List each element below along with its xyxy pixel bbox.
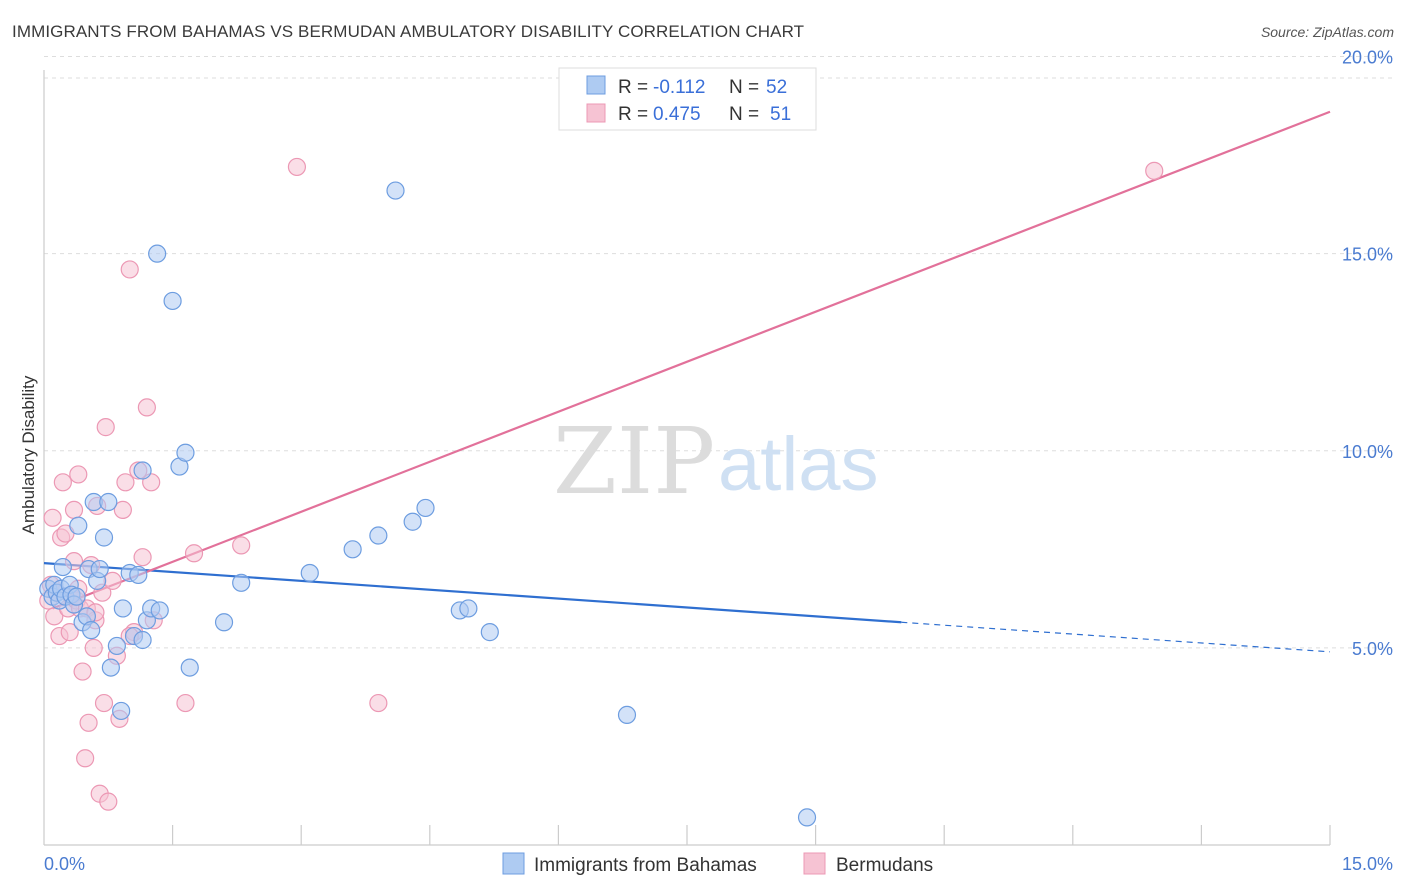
data-point-bahamas — [112, 701, 131, 721]
data-point-bahamas — [129, 565, 148, 585]
trend-line-bahamas-extension — [901, 621, 1331, 653]
trend-line-bermudans — [52, 110, 1331, 610]
data-point-bermudans — [60, 623, 79, 642]
data-point-bermudans — [84, 638, 103, 657]
x-tick-label-right: 15.0% — [1342, 854, 1393, 874]
y-tick-labels: 5.0% 10.0% 15.0% 20.0% — [1342, 48, 1393, 659]
y-tick-label: 15.0% — [1342, 245, 1393, 265]
legend-swatch-pink — [586, 103, 606, 123]
legend-n-label-1: N = — [729, 77, 759, 98]
data-point-bahamas — [300, 563, 319, 583]
legend-r-label-2: R = — [618, 104, 648, 125]
legend-r-label-1: R = — [618, 77, 648, 98]
data-point-bermudans — [369, 693, 388, 713]
trend-lines — [43, 110, 1331, 653]
legend-n-label-2: N = — [729, 104, 759, 125]
watermark: ZIP atlas — [553, 408, 879, 515]
grid-lines — [44, 56, 1393, 649]
legend-n-value-1: 52 — [766, 77, 787, 98]
data-point-bahamas — [386, 181, 405, 200]
y-tick-label: 20.0% — [1342, 48, 1393, 68]
series-legend-label-blue: Immigrants from Bahamas — [534, 855, 757, 876]
data-point-bahamas — [180, 658, 199, 677]
data-point-bermudans — [133, 548, 152, 567]
data-point-bahamas — [617, 705, 637, 725]
stats-legend: R = -0.112 N = 52 R = 0.475 N = 51 — [558, 67, 817, 131]
data-point-bahamas — [133, 630, 152, 650]
data-point-bermudans — [69, 465, 88, 484]
legend-r-value-1: -0.112 — [653, 77, 705, 98]
data-point-bahamas — [69, 516, 88, 535]
data-point-bahamas — [82, 621, 101, 640]
data-point-bahamas — [403, 512, 422, 531]
watermark-atlas: atlas — [718, 422, 879, 507]
legend-swatch-blue — [586, 75, 606, 95]
data-point-bahamas — [67, 587, 86, 606]
data-point-bermudans — [73, 662, 92, 681]
data-point-bermudans — [1145, 161, 1164, 180]
data-point-bermudans — [79, 713, 98, 732]
x-tick-label-left: 0.0% — [44, 854, 85, 874]
data-point-bahamas — [369, 526, 388, 545]
series-legend-swatch-blue — [502, 852, 525, 875]
series-legend-label-pink: Bermudans — [836, 855, 933, 876]
data-point-bermudans — [76, 749, 95, 768]
data-point-bahamas — [94, 528, 114, 547]
data-point-bahamas — [163, 291, 182, 311]
data-point-bahamas — [133, 461, 152, 480]
watermark-zip: ZIP — [553, 408, 715, 515]
data-point-bahamas — [416, 498, 435, 518]
data-point-bermudans — [113, 500, 132, 520]
source-label: Source: ZipAtlas.com — [1260, 24, 1394, 40]
data-point-bermudans — [116, 473, 135, 492]
data-point-bermudans — [120, 260, 139, 279]
data-point-bahamas — [480, 623, 499, 642]
data-point-bermudans — [43, 508, 62, 527]
data-point-bermudans — [137, 398, 156, 417]
chart-title: IMMIGRANTS FROM BAHAMAS VS BERMUDAN AMBU… — [12, 22, 805, 41]
data-point-bermudans — [53, 473, 72, 492]
data-point-bahamas — [107, 636, 126, 656]
y-tick-label: 5.0% — [1352, 639, 1393, 659]
legend-n-value-2: 51 — [770, 104, 791, 125]
y-axis-label: Ambulatory Disability — [19, 375, 38, 534]
data-point-bermudans — [96, 418, 115, 437]
data-point-bahamas — [176, 443, 195, 462]
data-point-bahamas — [797, 808, 817, 827]
data-point-bahamas — [99, 492, 118, 512]
data-point-bermudans — [94, 693, 114, 713]
data-point-bermudans — [232, 536, 251, 555]
series-legend-swatch-pink — [803, 852, 826, 875]
data-point-bermudans — [64, 500, 84, 520]
legend-r-value-2: 0.475 — [653, 104, 701, 125]
data-point-bahamas — [232, 573, 251, 592]
data-point-bahamas — [53, 557, 72, 577]
data-point-bahamas — [214, 613, 234, 632]
data-point-bahamas — [459, 599, 478, 618]
data-point-bahamas — [148, 244, 167, 263]
bahamas-points — [39, 181, 817, 827]
x-ticks — [172, 825, 1331, 845]
data-point-bahamas — [90, 559, 109, 579]
data-point-bermudans — [99, 792, 118, 811]
data-point-bahamas — [150, 601, 169, 620]
trend-line-bahamas — [43, 562, 902, 624]
data-point-bermudans — [287, 157, 307, 177]
data-point-bahamas — [343, 540, 362, 559]
data-point-bahamas — [101, 658, 120, 677]
data-point-bermudans — [184, 544, 204, 563]
series-legend: Immigrants from Bahamas Bermudans — [502, 852, 933, 876]
data-point-bahamas — [113, 599, 132, 618]
y-tick-label: 10.0% — [1342, 442, 1393, 462]
data-point-bermudans — [176, 693, 195, 713]
